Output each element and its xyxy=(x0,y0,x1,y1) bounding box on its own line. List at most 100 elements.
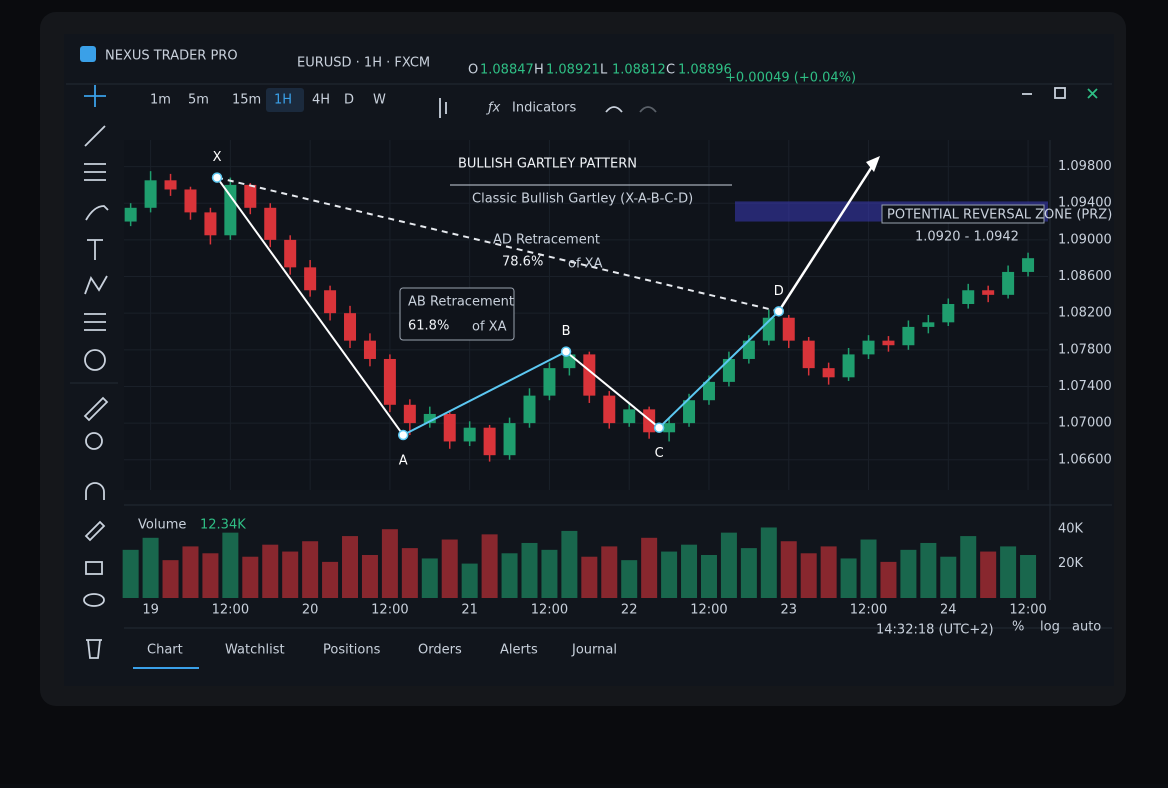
ruler-tool[interactable] xyxy=(83,396,109,422)
candle-body xyxy=(623,409,636,424)
scale-option[interactable]: auto xyxy=(1072,620,1101,635)
tab[interactable]: Orders xyxy=(418,643,462,658)
timeframes: 1m 5m 15m 1H 4H D W xyxy=(150,88,386,112)
app-name: NEXUS TRADER PRO xyxy=(105,49,238,64)
volume-bar xyxy=(661,551,678,598)
x-tick-label: 24 xyxy=(940,603,957,618)
pattern-point xyxy=(397,429,409,441)
crosshair-tool[interactable] xyxy=(84,85,106,107)
timeframe[interactable]: D xyxy=(344,93,354,108)
fx-icon[interactable]: ƒx xyxy=(485,101,501,116)
annotation-value: 61.8% xyxy=(408,319,449,334)
indicators-button[interactable]: Indicators xyxy=(512,101,576,116)
volume-tick-label: 40K xyxy=(1058,522,1084,537)
candle-body xyxy=(1002,271,1015,295)
timeframe[interactable]: 1m xyxy=(150,93,171,108)
symbol[interactable]: EURUSD · 1H · FXCM xyxy=(297,56,430,71)
timeframe[interactable]: 15m xyxy=(232,93,261,108)
x-tick-label: 21 xyxy=(461,603,478,618)
candle-body xyxy=(942,304,955,323)
visibility-tool[interactable] xyxy=(83,593,105,607)
projection-arrow xyxy=(777,161,877,313)
pattern-point xyxy=(211,172,223,183)
brush-tool[interactable] xyxy=(85,205,109,221)
volume-bar xyxy=(222,532,239,598)
plot: POTENTIAL REVERSAL ZONE (PRZ) 1.0920 - 1.… xyxy=(122,150,1112,598)
volume-bar xyxy=(960,536,977,598)
ohlc-key: O xyxy=(468,63,478,78)
timeframe[interactable]: 1H xyxy=(274,93,292,108)
trendline-tool[interactable] xyxy=(84,125,106,147)
redo-icon[interactable] xyxy=(639,106,657,113)
annotation-value: 78.6% xyxy=(502,255,543,270)
tab[interactable]: Watchlist xyxy=(225,643,285,658)
timeframe[interactable]: 4H xyxy=(312,93,330,108)
y-tick-label: 1.09400 xyxy=(1058,196,1112,211)
text-tool[interactable] xyxy=(87,239,103,260)
x-tick-label: 20 xyxy=(302,603,319,618)
candle-body xyxy=(603,395,616,424)
x-tick-label: 12:00 xyxy=(1009,603,1046,618)
candle-body xyxy=(822,368,835,378)
lock-drawing-tool[interactable] xyxy=(84,520,106,542)
tab[interactable]: Alerts xyxy=(500,643,538,658)
forecast-tool[interactable] xyxy=(84,313,106,331)
candle-body xyxy=(483,427,496,456)
volume-bar xyxy=(920,542,937,598)
tab[interactable]: Chart xyxy=(147,643,183,658)
pattern-tool[interactable] xyxy=(84,275,108,295)
timeframe[interactable]: 5m xyxy=(188,93,209,108)
volume-bar xyxy=(182,546,199,598)
volume-bar xyxy=(561,530,578,598)
volume-bar xyxy=(840,558,857,598)
chart-title: BULLISH GARTLEY PATTERN xyxy=(458,157,637,172)
volume-bar xyxy=(780,541,797,598)
candle-body xyxy=(922,322,935,327)
volume-bar xyxy=(880,561,897,598)
pattern-point xyxy=(773,306,785,317)
magnet-tool[interactable] xyxy=(85,482,105,500)
scale-options: % log auto xyxy=(1012,620,1101,635)
timeframe[interactable]: W xyxy=(373,93,386,108)
tab[interactable]: Positions xyxy=(323,643,381,658)
ohlc-key: H xyxy=(534,63,544,78)
maximize[interactable] xyxy=(1054,87,1066,99)
undo-icon[interactable] xyxy=(605,106,623,113)
pattern-leg xyxy=(216,176,405,436)
pattern-leg xyxy=(402,350,567,436)
volume-bar xyxy=(282,551,299,598)
candle-body xyxy=(702,381,715,401)
arrow-head xyxy=(866,156,880,172)
fib-tool[interactable] xyxy=(84,163,106,181)
candle-body xyxy=(264,207,277,240)
volume-bar xyxy=(641,537,658,598)
candle-body xyxy=(543,368,556,396)
trash-tool[interactable] xyxy=(86,639,102,659)
prz-tag-bg xyxy=(881,204,1045,224)
candle-body xyxy=(363,340,376,359)
annotation-unit: of XA xyxy=(568,257,603,272)
volume-bar xyxy=(441,539,458,598)
x-tick-label: 23 xyxy=(780,603,797,618)
scale-option[interactable]: log xyxy=(1040,620,1060,635)
annotation-title: AD Retracement xyxy=(493,233,600,248)
candle-body xyxy=(423,413,436,424)
x-tick-label: 12:00 xyxy=(850,603,887,618)
ohlc-key: L xyxy=(600,63,608,78)
close[interactable] xyxy=(1087,88,1098,99)
candle-icon[interactable] xyxy=(439,98,447,118)
change: +0.00049 (+0.04%) xyxy=(725,71,856,86)
pattern-label: B xyxy=(562,324,571,339)
clock: 14:32:18 (UTC+2) xyxy=(876,623,994,638)
volume-bar xyxy=(720,532,737,598)
tab[interactable]: Journal xyxy=(571,643,617,658)
scale-option[interactable]: % xyxy=(1012,620,1024,635)
ohlc-key: C xyxy=(666,63,675,78)
lock-tool[interactable] xyxy=(85,561,103,575)
volume-bar xyxy=(262,544,279,598)
zoom-tool[interactable] xyxy=(85,432,103,450)
volume-bar xyxy=(421,558,438,598)
volume-bar xyxy=(302,541,319,598)
emoji-tool[interactable] xyxy=(84,349,106,371)
